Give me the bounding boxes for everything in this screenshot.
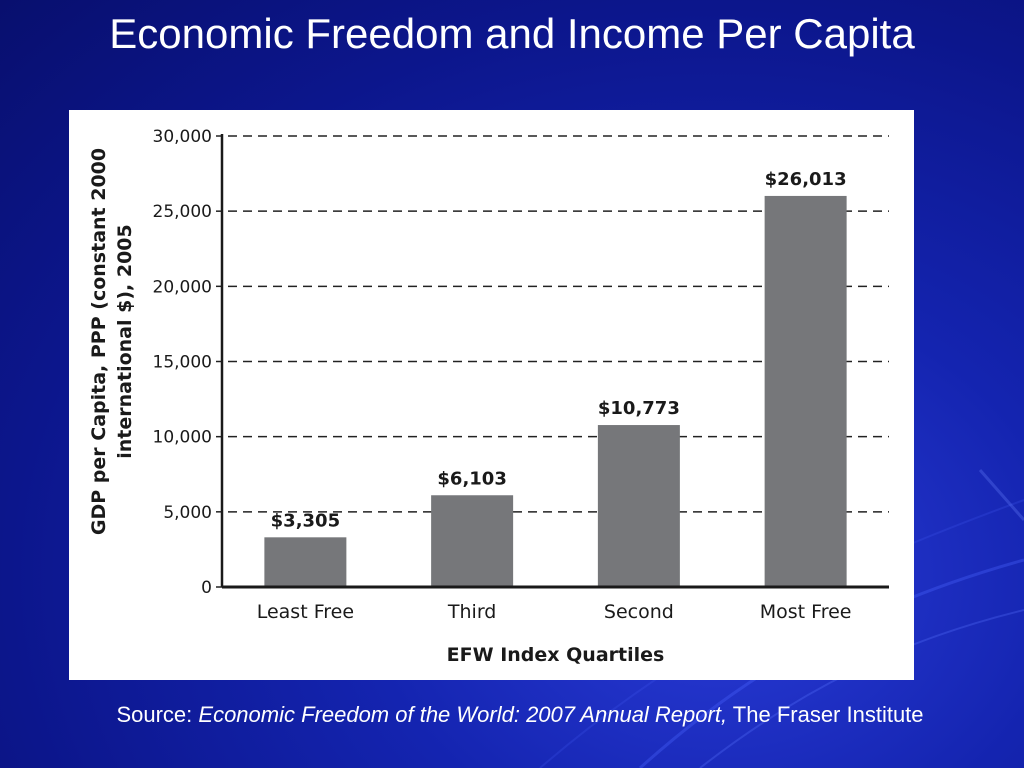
data-label: $26,013: [765, 169, 847, 190]
x-axis-label: EFW Index Quartiles: [447, 644, 665, 666]
source-report-title: Economic Freedom of the World: 2007 Annu…: [198, 702, 728, 727]
x-tick-label: Third: [447, 601, 496, 623]
data-label: $6,103: [437, 468, 506, 489]
source-prefix: Source:: [116, 702, 199, 727]
bar-chart: 0 5,000 10,000 15,000 20,000 25,000 30,000 $3,3…: [88, 127, 889, 666]
y-tick-label: 30,000: [153, 127, 212, 147]
x-tick-label: Most Free: [760, 601, 852, 623]
y-tick-label: 15,000: [153, 353, 212, 373]
bar: [597, 425, 680, 587]
chart-panel: 0 5,000 10,000 15,000 20,000 25,000 30,000 $3,3…: [69, 110, 914, 680]
data-label: $3,305: [271, 510, 340, 531]
y-axis-label-line2: international $), 2005: [114, 224, 136, 458]
source-suffix: The Fraser Institute: [727, 702, 924, 727]
bar: [264, 537, 347, 587]
source-citation: Source: Economic Freedom of the World: 2…: [100, 702, 940, 727]
y-tick-label: 5,000: [163, 503, 212, 523]
bar: [431, 495, 514, 587]
x-tick-label: Least Free: [257, 601, 354, 623]
y-tick-label: 20,000: [153, 277, 212, 297]
y-tick-label: 25,000: [153, 202, 212, 222]
y-axis-label-line1: GDP per Capita, PPP (constant 2000: [88, 148, 110, 535]
y-tick-label: 0: [201, 578, 212, 598]
slide-title: Economic Freedom and Income Per Capita: [109, 10, 915, 57]
y-tick-label: 10,000: [153, 428, 212, 448]
bar: [764, 195, 847, 587]
data-label: $10,773: [598, 398, 680, 419]
x-tick-label: Second: [604, 601, 674, 623]
